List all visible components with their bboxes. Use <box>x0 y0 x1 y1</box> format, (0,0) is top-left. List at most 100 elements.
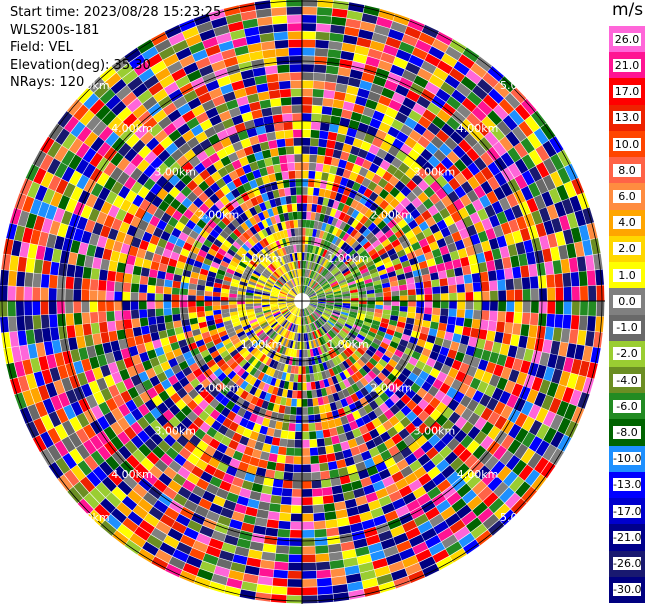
velocity-gate <box>418 370 430 381</box>
velocity-gate <box>436 109 451 123</box>
velocity-gate <box>356 315 365 321</box>
velocity-gate <box>247 42 262 53</box>
velocity-gate <box>137 430 150 443</box>
velocity-gate <box>128 345 139 357</box>
velocity-gate <box>67 99 83 116</box>
velocity-gate <box>474 368 485 381</box>
velocity-gate <box>61 436 76 453</box>
velocity-gate <box>522 416 535 432</box>
velocity-gate <box>73 312 83 325</box>
velocity-gate <box>410 161 422 174</box>
velocity-gate <box>374 312 383 318</box>
velocity-gate <box>507 345 518 358</box>
velocity-gate <box>266 255 274 263</box>
velocity-gate <box>295 178 302 187</box>
velocity-gate <box>475 56 492 72</box>
velocity-gate <box>523 239 534 253</box>
velocity-gate <box>542 444 557 461</box>
velocity-gate <box>281 488 293 497</box>
velocity-gate <box>349 311 358 316</box>
velocity-gate <box>198 498 213 510</box>
velocity-gate <box>240 318 249 325</box>
velocity-gate <box>503 208 516 222</box>
velocity-gate <box>291 96 302 105</box>
velocity-gate <box>400 446 413 459</box>
velocity-gate <box>186 372 197 383</box>
velocity-gate <box>429 409 442 421</box>
velocity-gate <box>70 121 86 138</box>
velocity-gate <box>528 325 538 338</box>
velocity-gate <box>380 449 392 461</box>
velocity-gate <box>280 290 288 295</box>
velocity-gate <box>447 276 456 286</box>
velocity-gate <box>481 371 493 384</box>
velocity-gate <box>387 270 397 278</box>
velocity-gate <box>152 445 166 459</box>
velocity-gate <box>448 424 461 438</box>
velocity-gate <box>297 269 300 277</box>
velocity-gate <box>229 304 237 309</box>
velocity-gate <box>224 144 236 156</box>
velocity-gate <box>89 233 100 246</box>
velocity-gate <box>217 424 229 436</box>
velocity-gate <box>173 453 187 467</box>
velocity-gate <box>415 313 424 320</box>
velocity-gate <box>504 356 515 369</box>
velocity-gate <box>131 354 142 366</box>
velocity-gate <box>273 324 281 331</box>
velocity-gate <box>281 204 288 213</box>
velocity-gate <box>155 549 172 564</box>
velocity-gate <box>128 119 143 134</box>
velocity-gate <box>241 321 250 328</box>
velocity-gate <box>223 56 239 68</box>
velocity-gate <box>219 110 232 122</box>
velocity-gate <box>256 159 266 169</box>
velocity-gate <box>245 301 254 304</box>
velocity-gate <box>221 48 236 60</box>
velocity-gate <box>58 263 68 277</box>
velocity-gate <box>536 423 550 440</box>
velocity-gate <box>472 445 487 460</box>
velocity-gate <box>251 358 259 367</box>
velocity-gate <box>318 297 326 300</box>
velocity-gate <box>267 81 280 91</box>
velocity-gate <box>255 177 264 187</box>
velocity-gate <box>365 232 375 241</box>
velocity-gate <box>356 261 366 269</box>
velocity-gate <box>271 291 279 295</box>
velocity-gate <box>107 228 119 241</box>
velocity-gate <box>477 208 489 221</box>
velocity-gate <box>277 279 284 286</box>
velocity-gate <box>454 416 468 430</box>
velocity-gate <box>129 54 146 70</box>
velocity-gate <box>334 209 342 219</box>
velocity-gate <box>226 410 237 421</box>
velocity-gate <box>112 240 123 253</box>
velocity-gate <box>136 343 147 354</box>
velocity-gate <box>61 150 76 166</box>
velocity-gate <box>432 472 446 486</box>
velocity-gate <box>345 347 354 356</box>
velocity-gate <box>315 274 321 282</box>
velocity-gate <box>286 282 292 289</box>
velocity-gate <box>315 364 321 373</box>
velocity-gate <box>439 445 453 459</box>
velocity-gate <box>282 179 290 188</box>
velocity-gate <box>337 202 345 212</box>
velocity-gate <box>282 309 289 315</box>
velocity-gate <box>336 133 347 143</box>
velocity-gate <box>270 303 278 306</box>
velocity-gate <box>309 439 318 448</box>
velocity-gate <box>332 8 348 18</box>
velocity-gate <box>306 374 311 382</box>
velocity-gate <box>363 373 373 384</box>
velocity-gate <box>54 145 69 162</box>
velocity-gate <box>478 262 488 273</box>
velocity-gate <box>379 322 389 329</box>
velocity-gate <box>347 316 356 322</box>
velocity-gate <box>91 182 104 197</box>
velocity-gate <box>381 367 391 378</box>
velocity-gate <box>68 432 83 448</box>
velocity-gate <box>199 229 210 239</box>
velocity-gate <box>269 359 276 368</box>
